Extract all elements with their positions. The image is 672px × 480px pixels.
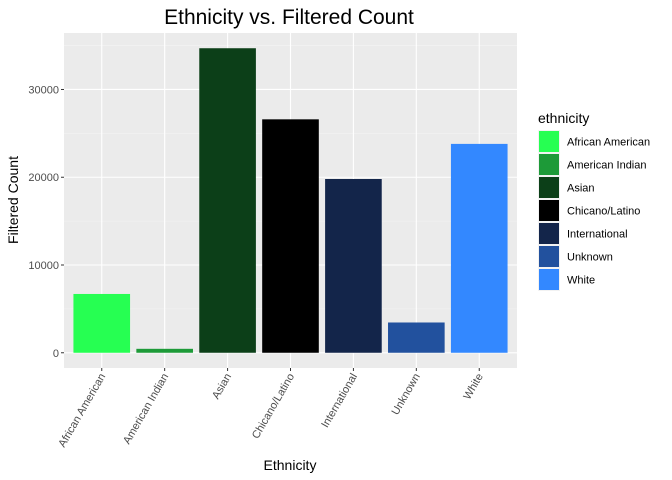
- bar: [73, 293, 131, 353]
- bar: [199, 48, 256, 353]
- x-tick-label: Unknown: [390, 372, 423, 418]
- x-tick-label: American Indian: [121, 372, 171, 447]
- bar: [388, 322, 445, 353]
- legend-label: American Indian: [567, 160, 647, 172]
- y-tick-label: 30000: [28, 84, 59, 96]
- legend-swatch: [539, 154, 559, 175]
- y-tick-label: 0: [53, 348, 59, 360]
- x-axis-title: Ethnicity: [264, 457, 317, 473]
- legend-label: African American: [567, 137, 650, 149]
- legend-label: Chicano/Latino: [567, 206, 640, 218]
- bar: [325, 178, 382, 353]
- x-axis-ticks: African American American Indian Asian Chic…: [56, 368, 486, 450]
- chart-title: Ethnicity vs. Filtered Count: [164, 6, 414, 29]
- legend-swatch: [539, 246, 559, 267]
- x-tick-label: Asian: [210, 372, 234, 402]
- bars: [73, 48, 508, 353]
- legend-swatch: [539, 223, 559, 244]
- legend-swatch: [539, 269, 559, 290]
- legend: ethnicity African American American India…: [538, 110, 650, 291]
- y-axis-title: Filtered Count: [5, 156, 21, 244]
- legend-title: ethnicity: [538, 110, 589, 126]
- legend-label: White: [567, 275, 595, 287]
- legend-label: Unknown: [567, 252, 613, 264]
- bar: [450, 143, 508, 353]
- x-tick-label: African American: [56, 372, 108, 450]
- x-tick-label: Chicano/Latino: [250, 372, 297, 442]
- bar: [262, 119, 319, 353]
- y-axis-ticks: 0 10000 20000 30000: [28, 84, 64, 360]
- legend-swatch: [539, 131, 559, 152]
- y-tick-label: 10000: [28, 260, 59, 272]
- legend-swatch: [539, 200, 559, 221]
- x-tick-label: White: [461, 372, 485, 402]
- legend-label: International: [567, 229, 628, 241]
- legend-label: Asian: [567, 183, 595, 195]
- bar: [136, 348, 193, 353]
- y-tick-label: 20000: [28, 172, 59, 184]
- legend-swatch: [539, 177, 559, 198]
- x-tick-label: International: [319, 372, 360, 430]
